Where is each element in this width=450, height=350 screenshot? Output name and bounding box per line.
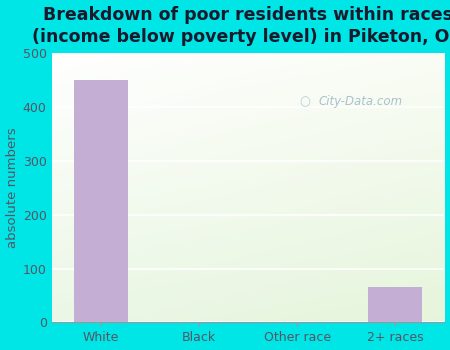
Bar bbox=[369, 287, 423, 322]
Text: ○: ○ bbox=[299, 95, 310, 108]
Text: City-Data.com: City-Data.com bbox=[319, 95, 403, 108]
Bar bbox=[74, 80, 128, 322]
Title: Breakdown of poor residents within races
(income below poverty level) in Piketon: Breakdown of poor residents within races… bbox=[32, 6, 450, 46]
Y-axis label: absolute numbers: absolute numbers bbox=[5, 127, 18, 248]
